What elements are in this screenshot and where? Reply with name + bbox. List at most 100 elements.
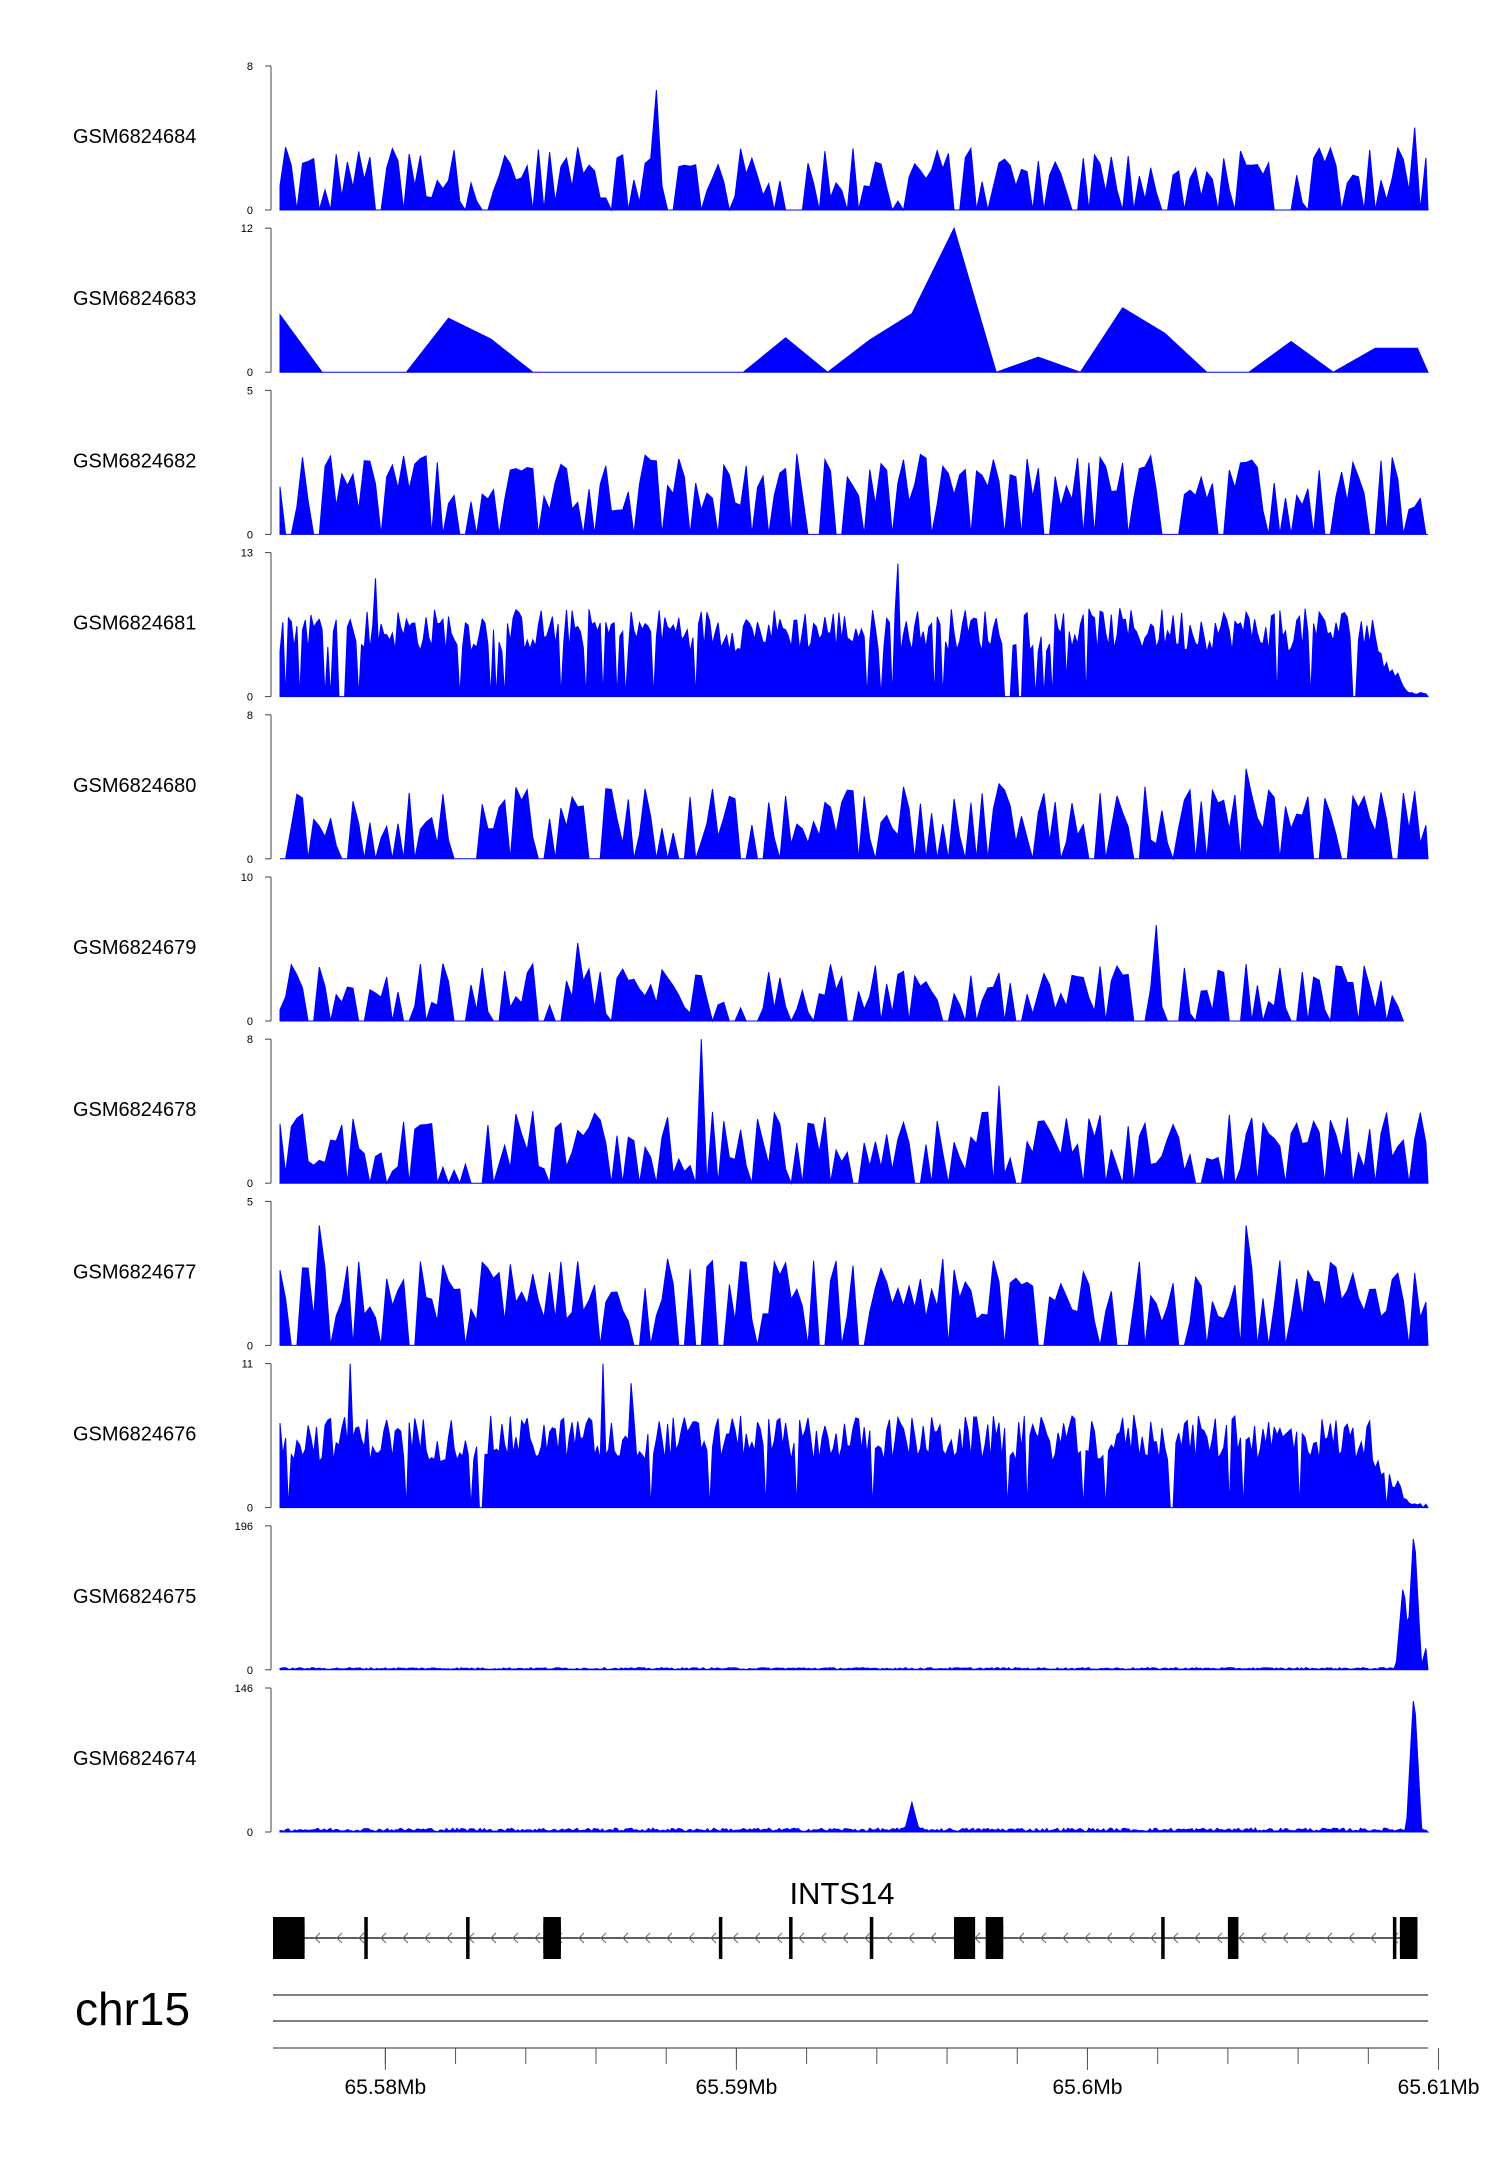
strand-arrow (446, 1932, 453, 1944)
exon-block (992, 1923, 1004, 1953)
coverage-area (279, 1538, 1429, 1671)
track-label: GSM6824678 (73, 1099, 196, 1121)
y-tick-max: 5 (247, 385, 253, 397)
strand-arrow (1216, 1932, 1223, 1944)
strand-arrow (1282, 1932, 1289, 1944)
exon (869, 1917, 874, 1959)
x-tick-label: 65.61Mb (1398, 2076, 1480, 2099)
y-tick-zero: 0 (247, 854, 253, 866)
track-GSM6824682: GSM6824682 5 0 (73, 385, 1428, 541)
track-GSM6824679: GSM6824679 10 0 (73, 872, 1405, 1028)
y-tick-zero: 0 (247, 1827, 253, 1839)
strand-arrow (402, 1932, 409, 1944)
strand-arrow (1150, 1932, 1157, 1944)
exon-block (1399, 1923, 1418, 1953)
y-tick-zero: 0 (247, 367, 253, 379)
strand-arrow (534, 1932, 541, 1944)
exon (1161, 1917, 1165, 1959)
strand-arrow (622, 1932, 629, 1944)
exon-block (543, 1923, 561, 1953)
x-tick-label: 65.59Mb (696, 2076, 778, 2099)
strand-arrow (1062, 1932, 1069, 1944)
y-tick-zero: 0 (247, 1016, 253, 1028)
track-GSM6824680: GSM6824680 8 0 (73, 710, 1429, 866)
strand-arrow (578, 1932, 585, 1944)
track-label: GSM6824681 (73, 613, 196, 635)
track-GSM6824683: GSM6824683 12 0 (73, 223, 1429, 379)
coverage-tracks: GSM682468480GSM6824683120GSM682468250GSM… (73, 61, 1430, 1839)
y-tick-zero: 0 (247, 205, 253, 217)
coverage-area (279, 1039, 1429, 1186)
chromosome-label: chr15 (75, 1983, 190, 2035)
strand-arrow (1304, 1932, 1311, 1944)
track-GSM6824681: GSM6824681 13 0 (73, 548, 1429, 704)
strand-arrow (490, 1932, 497, 1944)
strand-arrow (798, 1932, 805, 1944)
strand-arrow (1348, 1932, 1355, 1944)
y-tick-max: 8 (247, 61, 253, 73)
strand-arrow (1084, 1932, 1091, 1944)
strand-arrow (380, 1932, 387, 1944)
strand-arrow (1238, 1932, 1245, 1944)
strand-arrow (1260, 1932, 1267, 1944)
strand-arrow (666, 1932, 673, 1944)
strand-arrow (1172, 1932, 1179, 1944)
gene-label: INTS14 (789, 1876, 894, 1911)
exon (364, 1917, 368, 1959)
strand-arrow (886, 1932, 893, 1944)
strand-arrow (314, 1932, 321, 1944)
y-tick-max: 10 (241, 872, 253, 884)
y-tick-zero: 0 (247, 1503, 253, 1515)
strand-arrow (1018, 1932, 1025, 1944)
y-tick-zero: 0 (247, 692, 253, 704)
y-tick-zero: 0 (247, 529, 253, 541)
strand-arrow (754, 1932, 761, 1944)
strand-arrow (820, 1932, 827, 1944)
strand-arrow (1370, 1932, 1377, 1944)
track-label: GSM6824676 (73, 1424, 196, 1446)
exon (1227, 1917, 1239, 1959)
strand-arrow (424, 1932, 431, 1944)
strand-arrow (644, 1932, 651, 1944)
strand-arrow (1326, 1932, 1333, 1944)
strand-arrow (908, 1932, 915, 1944)
coverage-area (279, 1701, 1430, 1833)
strand-arrow (1040, 1932, 1047, 1944)
coverage-area (279, 453, 1428, 535)
coverage-area (279, 924, 1405, 1023)
strand-arrow (512, 1932, 519, 1944)
track-label: GSM6824674 (73, 1748, 196, 1770)
coverage-area (280, 768, 1429, 861)
strand-arrow (1128, 1932, 1135, 1944)
strand-arrow (358, 1932, 365, 1944)
strand-arrow (1194, 1932, 1201, 1944)
y-tick-max: 11 (242, 1359, 253, 1371)
strand-arrow (710, 1932, 717, 1944)
track-label: GSM6824679 (73, 937, 196, 959)
x-tick-label: 65.58Mb (344, 2076, 426, 2099)
strand-arrow (1106, 1932, 1113, 1944)
track-label: GSM6824682 (73, 450, 196, 472)
genomic-axis: 65.58Mb 65.59Mb 65.6Mb 65.61Mb (273, 2047, 1480, 2099)
strand-arrow (864, 1932, 871, 1944)
gene-model-track: INTS14 (273, 1876, 1418, 1959)
strand-arrow (776, 1932, 783, 1944)
y-tick-zero: 0 (247, 1178, 253, 1190)
coverage-area (279, 563, 1429, 698)
track-GSM6824678: GSM6824678 8 0 (73, 1034, 1429, 1190)
exon (718, 1917, 723, 1959)
track-GSM6824684: GSM6824684 8 0 (73, 61, 1429, 217)
y-tick-max: 8 (247, 1034, 253, 1046)
y-tick-max: 13 (241, 548, 253, 560)
exon-block (954, 1923, 965, 1953)
y-tick-max: 12 (241, 223, 253, 235)
exon-block (273, 1923, 305, 1953)
coverage-area (279, 1225, 1429, 1346)
x-tick-label: 65.6Mb (1052, 2076, 1122, 2099)
track-label: GSM6824675 (73, 1586, 196, 1608)
coverage-area (279, 226, 1429, 373)
track-GSM6824676: GSM6824676 11 0 (73, 1359, 1429, 1515)
track-GSM6824675: GSM6824675 196 0 (73, 1521, 1429, 1677)
strand-arrow (930, 1932, 937, 1944)
